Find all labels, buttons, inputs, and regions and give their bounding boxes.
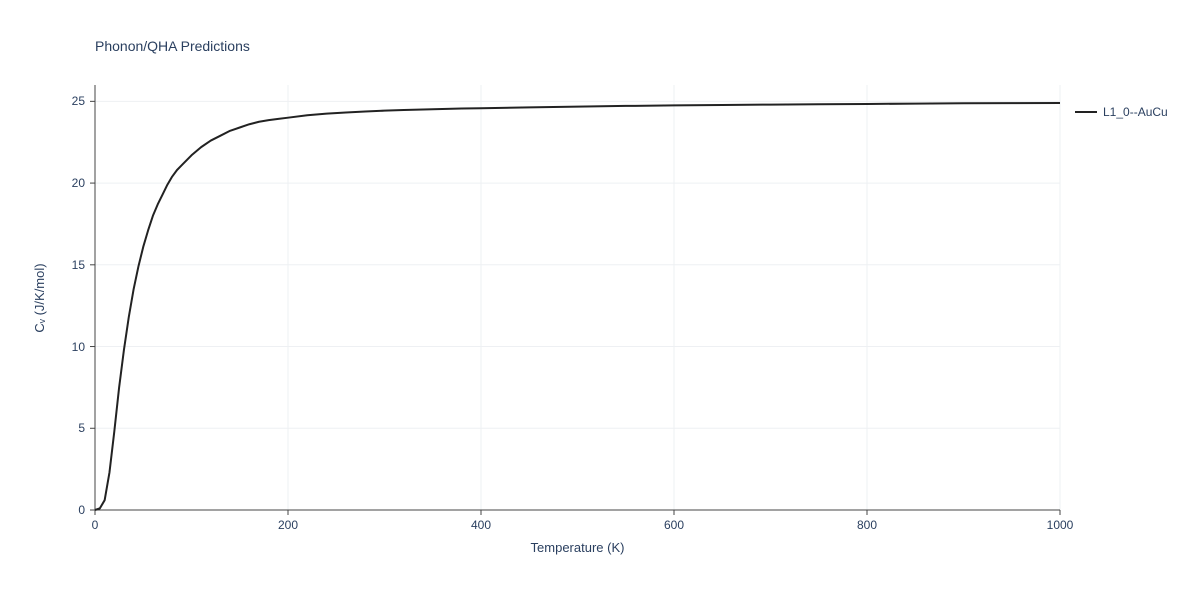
chart-title: Phonon/QHA Predictions [95,38,250,54]
legend-swatch [1075,111,1097,113]
y-axis-label: Cᵥ (J/K/mol) [32,263,47,332]
y-tick-label: 15 [72,258,85,272]
y-tick-label: 20 [72,176,85,190]
x-axis-label: Temperature (K) [531,540,625,555]
x-tick-label: 600 [664,518,684,532]
legend: L1_0--AuCu [1075,105,1168,119]
chart-container: Phonon/QHA Predictions 02004006008001000… [0,0,1200,600]
y-tick-label: 25 [72,94,85,108]
x-tick-label: 0 [92,518,99,532]
y-tick-label: 5 [78,421,85,435]
series-line [95,103,1060,510]
y-tick-label: 0 [78,503,85,517]
x-tick-label: 1000 [1047,518,1074,532]
plot-area [95,85,1070,520]
y-tick-label: 10 [72,340,85,354]
x-tick-label: 400 [471,518,491,532]
x-tick-label: 800 [857,518,877,532]
legend-label: L1_0--AuCu [1103,105,1168,119]
x-tick-label: 200 [278,518,298,532]
